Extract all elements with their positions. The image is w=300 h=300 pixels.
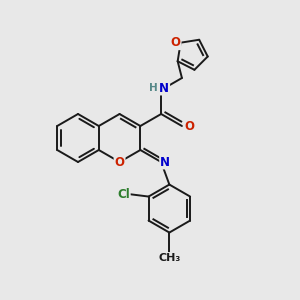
Text: H: H: [149, 83, 158, 93]
Text: O: O: [171, 36, 181, 49]
Text: O: O: [115, 155, 124, 169]
Text: O: O: [184, 119, 194, 133]
Text: CH₃: CH₃: [158, 253, 181, 263]
Text: Cl: Cl: [117, 188, 130, 201]
Text: N: N: [159, 82, 169, 94]
Text: N: N: [160, 155, 170, 169]
